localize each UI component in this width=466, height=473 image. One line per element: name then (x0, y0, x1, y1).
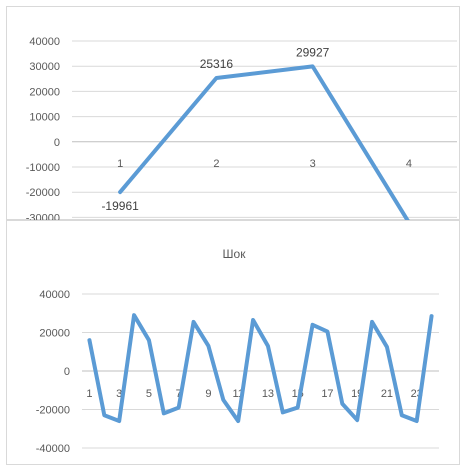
data-label: 25316 (200, 57, 234, 71)
y-tick-label: 10000 (29, 112, 60, 124)
y-tick-label: -40000 (36, 443, 70, 455)
y-tick-label: 20000 (29, 86, 60, 98)
x-tick-label: 11 (232, 388, 243, 400)
x-tick-label: 5 (146, 388, 152, 400)
x-tick-label: 7 (176, 388, 182, 400)
x-tick-label: 1 (86, 388, 92, 400)
data-label: 29927 (296, 45, 330, 59)
y-tick-label: 40000 (29, 36, 60, 48)
x-tick-label: 1 (117, 158, 123, 170)
y-tick-label: 20000 (39, 328, 70, 340)
x-tick-label: 9 (205, 388, 211, 400)
y-tick-label: -20000 (36, 405, 70, 417)
chart-panel-top: 40000 30000 20000 10000 0 -10000 -20000 -30000 1… (6, 6, 460, 221)
chart-panel-bottom: Шок 40000 20000 0 -20000 -40000 1 3 5 7 9 11 13 15 17 1… (6, 220, 460, 465)
x-tick-label: 3 (310, 158, 316, 170)
y-tick-label: -20000 (26, 187, 60, 199)
x-tick-label: 3 (116, 388, 122, 400)
x-tick-label: 17 (321, 388, 333, 400)
y-tick-label: 0 (54, 137, 60, 149)
x-tick-label: 13 (262, 388, 274, 400)
x-tick-label: 21 (381, 388, 393, 400)
y-tick-label: 0 (64, 366, 70, 378)
x-tick-label: 4 (406, 158, 412, 170)
chart-title: Шок (223, 247, 247, 261)
top-chart-svg: 40000 30000 20000 10000 0 -10000 -20000 -30000 1… (26, 36, 457, 221)
data-label: -19961 (101, 199, 139, 213)
series-line (87, 313, 434, 424)
y-tick-label: 40000 (39, 289, 70, 301)
y-tick-label: 30000 (29, 61, 60, 73)
y-tick-label: -30000 (26, 212, 60, 221)
series-line (118, 64, 411, 221)
x-tick-label: 2 (213, 158, 219, 170)
y-tick-label: -10000 (26, 162, 60, 174)
